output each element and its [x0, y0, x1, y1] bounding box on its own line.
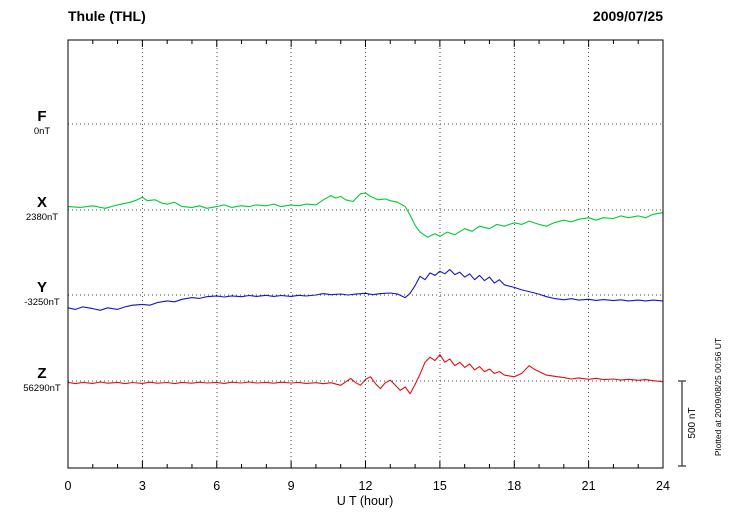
- station-title: Thule (THL): [68, 8, 146, 24]
- x-tick-label: 12: [359, 479, 373, 493]
- x-tick-label: 9: [288, 479, 295, 493]
- plot-generated-layer: 0 3 6 9 12 15 18 21 24: [65, 40, 670, 493]
- channel-baseline-f: 0nT: [34, 126, 51, 137]
- x-tick-label: 6: [213, 479, 220, 493]
- x-axis-label: U T (hour): [337, 494, 394, 508]
- scale-bar-label: 500 nT: [687, 407, 698, 438]
- trace-z: [67, 354, 664, 395]
- observation-date: 2009/07/25: [593, 8, 663, 24]
- x-tick-label: 15: [433, 479, 447, 493]
- x-tick-label: 21: [582, 479, 596, 493]
- trace-y: [67, 268, 664, 311]
- trace-x: [67, 192, 664, 238]
- channel-label-y: Y: [37, 279, 47, 296]
- x-tick-label: 0: [65, 479, 72, 493]
- channel-label-x: X: [37, 194, 47, 211]
- channel-baseline-z: 56290nT: [23, 383, 61, 394]
- plotted-at-note: Plotted at 2009/08/25 00:56 UT: [713, 338, 723, 456]
- plot-frame: [67, 39, 664, 469]
- scale-bar: 500 nT: [678, 380, 698, 467]
- channel-baseline-y: -3250nT: [24, 297, 60, 308]
- channel-label-f: F: [37, 108, 46, 125]
- x-tick-label: 3: [139, 479, 146, 493]
- channel-baseline-x: 2380nT: [26, 212, 58, 223]
- channel-label-z: Z: [37, 365, 46, 382]
- x-tick-label: 24: [656, 479, 670, 493]
- x-tick-label: 18: [507, 479, 521, 493]
